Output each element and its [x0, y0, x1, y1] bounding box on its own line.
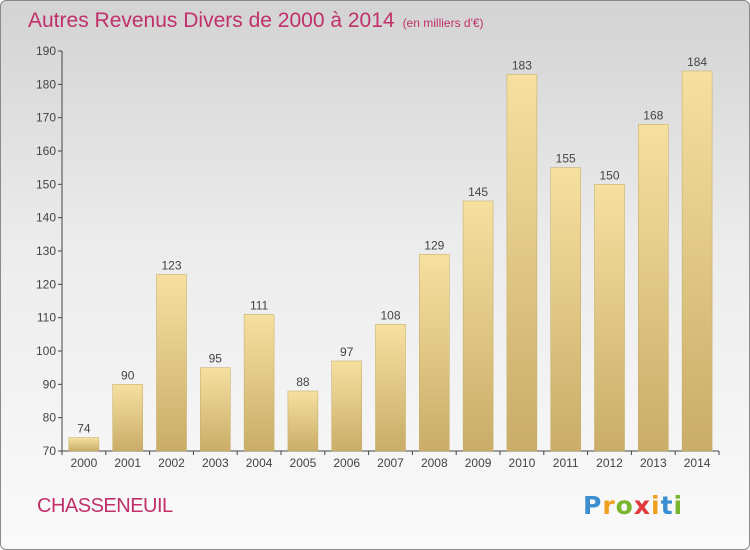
x-tick-label: 2012 — [596, 456, 623, 470]
bar-value-label: 108 — [380, 308, 400, 322]
y-tick-label: 170 — [36, 111, 56, 125]
bar — [287, 390, 319, 452]
bar — [419, 254, 450, 452]
bar-value-label: 168 — [643, 108, 663, 122]
x-tick-label: 2009 — [465, 456, 492, 470]
y-tick-label: 110 — [37, 311, 56, 325]
bar — [68, 437, 100, 452]
logo-letter: i — [673, 491, 684, 520]
y-tick-label: 180 — [36, 77, 56, 91]
bar — [112, 384, 143, 452]
x-tick-label: 2006 — [333, 456, 360, 470]
bar — [638, 124, 669, 452]
logo-letter: i — [651, 491, 661, 520]
value-labels: 74 90 123 95 111 88 97 108 129 145 183 155 150 168 184 — [77, 55, 707, 436]
logo-letter: o — [615, 491, 634, 520]
x-tick-label: 2002 — [158, 456, 185, 470]
bar — [243, 314, 275, 452]
x-tick-label: 2001 — [114, 456, 141, 470]
town-name: CHASSENEUIL — [37, 495, 173, 517]
y-tick-label: 140 — [36, 211, 56, 225]
bar-value-label: 155 — [556, 152, 576, 166]
y-axis: 70 80 90 100 110 120 130 140 150 160 170 180 190 — [36, 44, 63, 458]
y-tick-label: 120 — [36, 277, 56, 291]
x-tick-label: 2008 — [421, 456, 448, 470]
bar-value-label: 184 — [687, 55, 707, 69]
y-tick-label: 70 — [43, 444, 57, 458]
x-tick-label: 2007 — [377, 456, 404, 470]
x-tick-label: 2003 — [202, 456, 229, 470]
bar-value-label: 183 — [512, 58, 532, 72]
y-tick-label: 80 — [43, 411, 57, 425]
x-tick-label: 2004 — [246, 456, 273, 470]
bar — [200, 367, 231, 452]
x-tick-label: 2000 — [71, 456, 98, 470]
bar — [550, 167, 581, 452]
bar — [681, 70, 713, 452]
bar-value-label: 150 — [599, 168, 619, 182]
logo-letter: P — [583, 491, 603, 520]
logo-letter: t — [660, 491, 674, 520]
y-tick-label: 160 — [36, 144, 56, 158]
bar-value-label: 123 — [161, 258, 181, 272]
x-tick-label: 2013 — [640, 456, 667, 470]
bar — [375, 324, 406, 452]
bar-value-label: 129 — [424, 238, 444, 252]
bar — [594, 184, 625, 452]
bar-value-label: 90 — [121, 368, 135, 382]
y-tick-label: 190 — [36, 44, 56, 58]
y-tick-label: 130 — [36, 244, 56, 258]
bar — [156, 274, 187, 452]
bar — [506, 74, 538, 452]
logo-letter: r — [602, 491, 616, 520]
y-tick-label: 100 — [36, 344, 56, 358]
bar-value-label: 145 — [468, 185, 488, 199]
bar-value-label: 97 — [340, 345, 354, 359]
bar — [462, 200, 494, 452]
bar-value-label: 111 — [250, 298, 269, 312]
bar-value-label: 88 — [296, 375, 310, 389]
x-axis: 2000 2001 2002 2003 2004 2005 2006 2007 2008 2009… — [61, 450, 720, 470]
proxiti-logo: Proxiti — [583, 491, 683, 520]
chart-subtitle: (en milliers d'€) — [402, 16, 484, 30]
logo-letter: x — [633, 491, 651, 520]
x-tick-label: 2010 — [509, 456, 536, 470]
bar-series — [68, 70, 713, 452]
bar — [331, 360, 362, 452]
y-tick-label: 90 — [43, 377, 57, 391]
bar-value-label: 95 — [209, 352, 223, 366]
chart-title-block: Autres Revenus Divers de 2000 à 2014 (en … — [28, 9, 484, 33]
x-tick-label: 2005 — [290, 456, 317, 470]
x-tick-label: 2014 — [684, 456, 711, 470]
x-tick-label: 2011 — [553, 456, 579, 470]
chart-title: Autres Revenus Divers de 2000 à 2014 — [28, 9, 395, 32]
bar-value-label: 74 — [77, 422, 91, 436]
y-tick-label: 150 — [36, 177, 56, 191]
